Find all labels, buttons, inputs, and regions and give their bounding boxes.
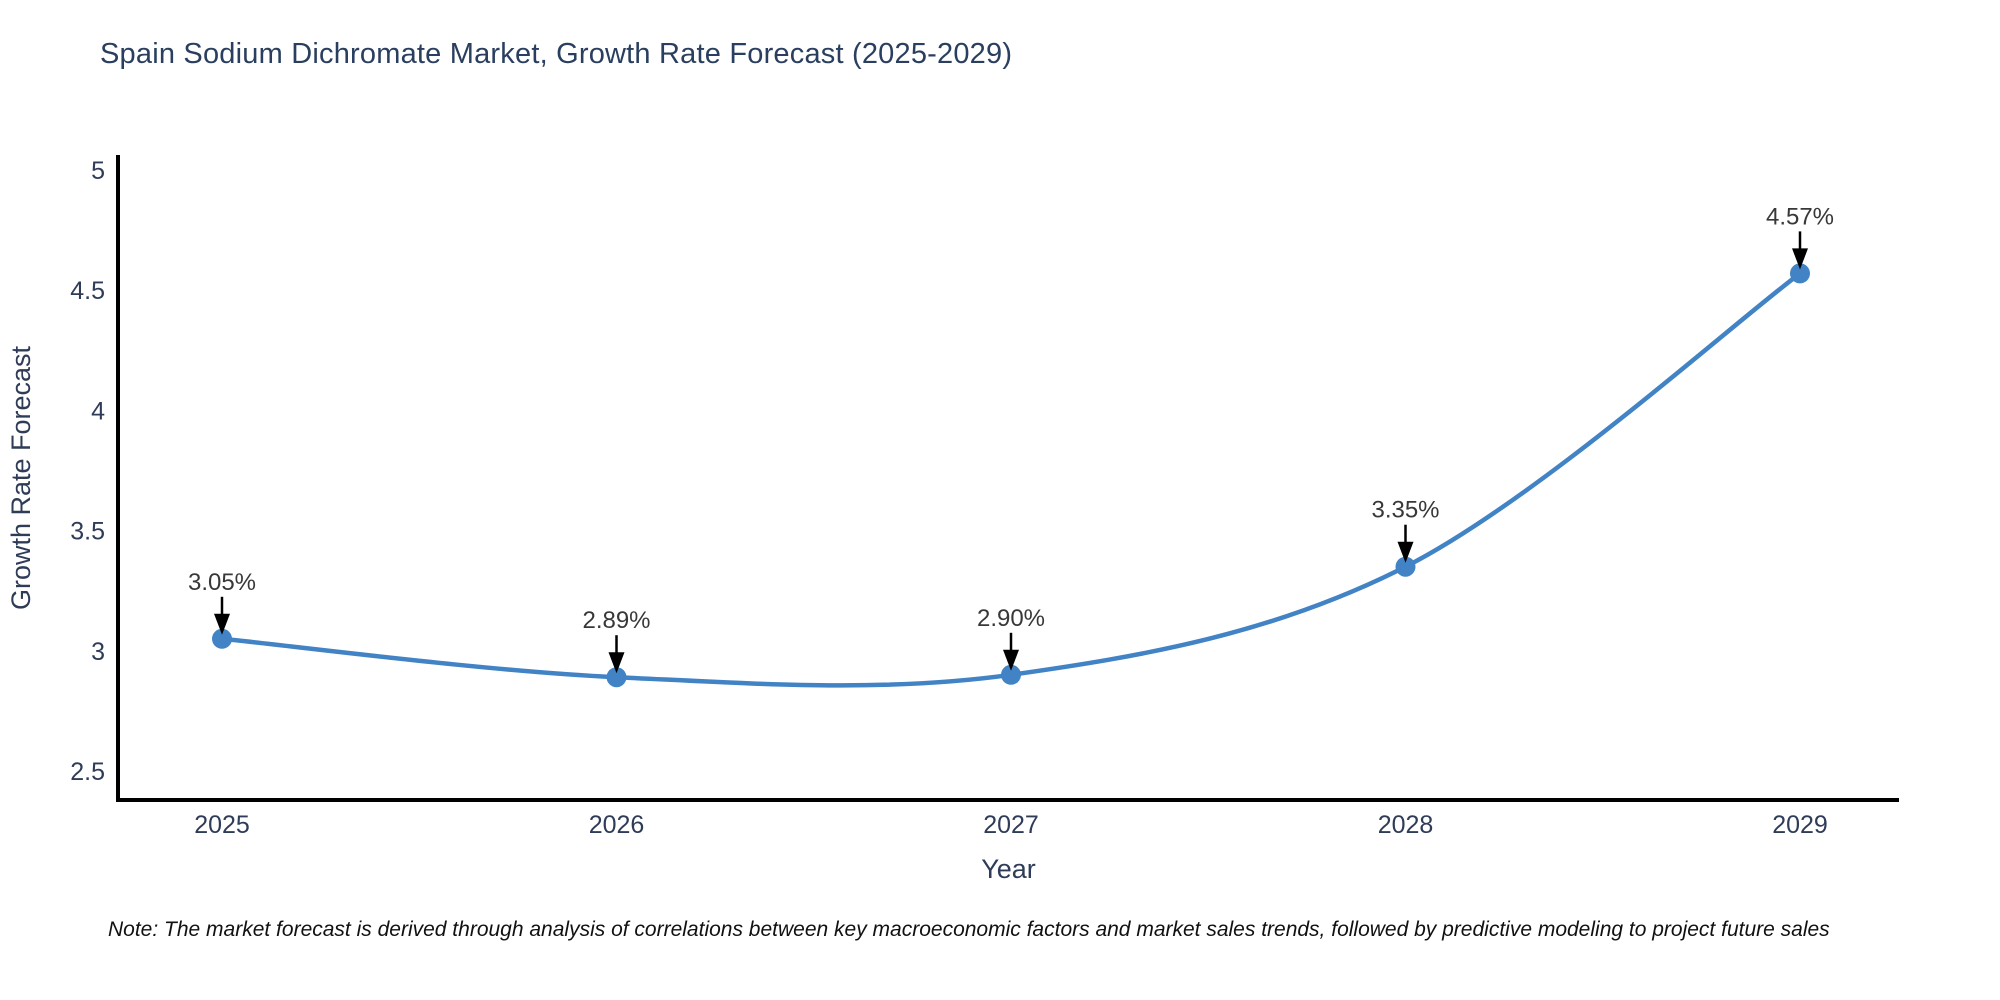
- x-axis-title: Year: [981, 854, 1036, 884]
- chart-title: Spain Sodium Dichromate Market, Growth R…: [100, 38, 1013, 70]
- y-tick-label: 3.5: [70, 518, 105, 546]
- y-tick-label: 3: [91, 638, 105, 666]
- annotation-arrow-head: [214, 613, 230, 635]
- data-point-marker: [212, 628, 232, 649]
- annotation-arrow-head: [1397, 541, 1414, 563]
- annotation-arrow-head: [1003, 649, 1019, 671]
- footnote: Note: The market forecast is derived thr…: [108, 918, 1830, 941]
- point-value-label: 2.90%: [977, 605, 1045, 632]
- data-point-marker: [1001, 664, 1021, 685]
- x-tick-label: 2029: [1772, 811, 1828, 839]
- annotation-arrow-head: [1792, 248, 1808, 270]
- y-tick-label: 4: [91, 397, 105, 425]
- x-tick-label: 2027: [983, 811, 1039, 839]
- annotation-arrow-head: [608, 652, 625, 674]
- x-tick-label: 2028: [1378, 811, 1434, 839]
- point-value-label: 3.05%: [188, 569, 256, 596]
- y-tick-label: 5: [91, 157, 105, 185]
- data-point-marker: [1395, 556, 1416, 577]
- x-tick-label: 2026: [589, 811, 645, 839]
- y-tick-label: 2.5: [70, 758, 105, 786]
- x-tick-label: 2025: [194, 811, 250, 839]
- y-axis-title: Growth Rate Forecast: [6, 345, 36, 610]
- point-value-label: 4.57%: [1766, 203, 1834, 230]
- point-value-label: 2.89%: [582, 607, 650, 634]
- point-value-label: 3.35%: [1371, 497, 1439, 524]
- y-tick-label: 4.5: [70, 277, 105, 305]
- data-point-marker: [606, 667, 627, 688]
- axis-lines: [116, 155, 1899, 802]
- data-point-marker: [1790, 263, 1810, 284]
- trend-line: [219, 271, 1803, 688]
